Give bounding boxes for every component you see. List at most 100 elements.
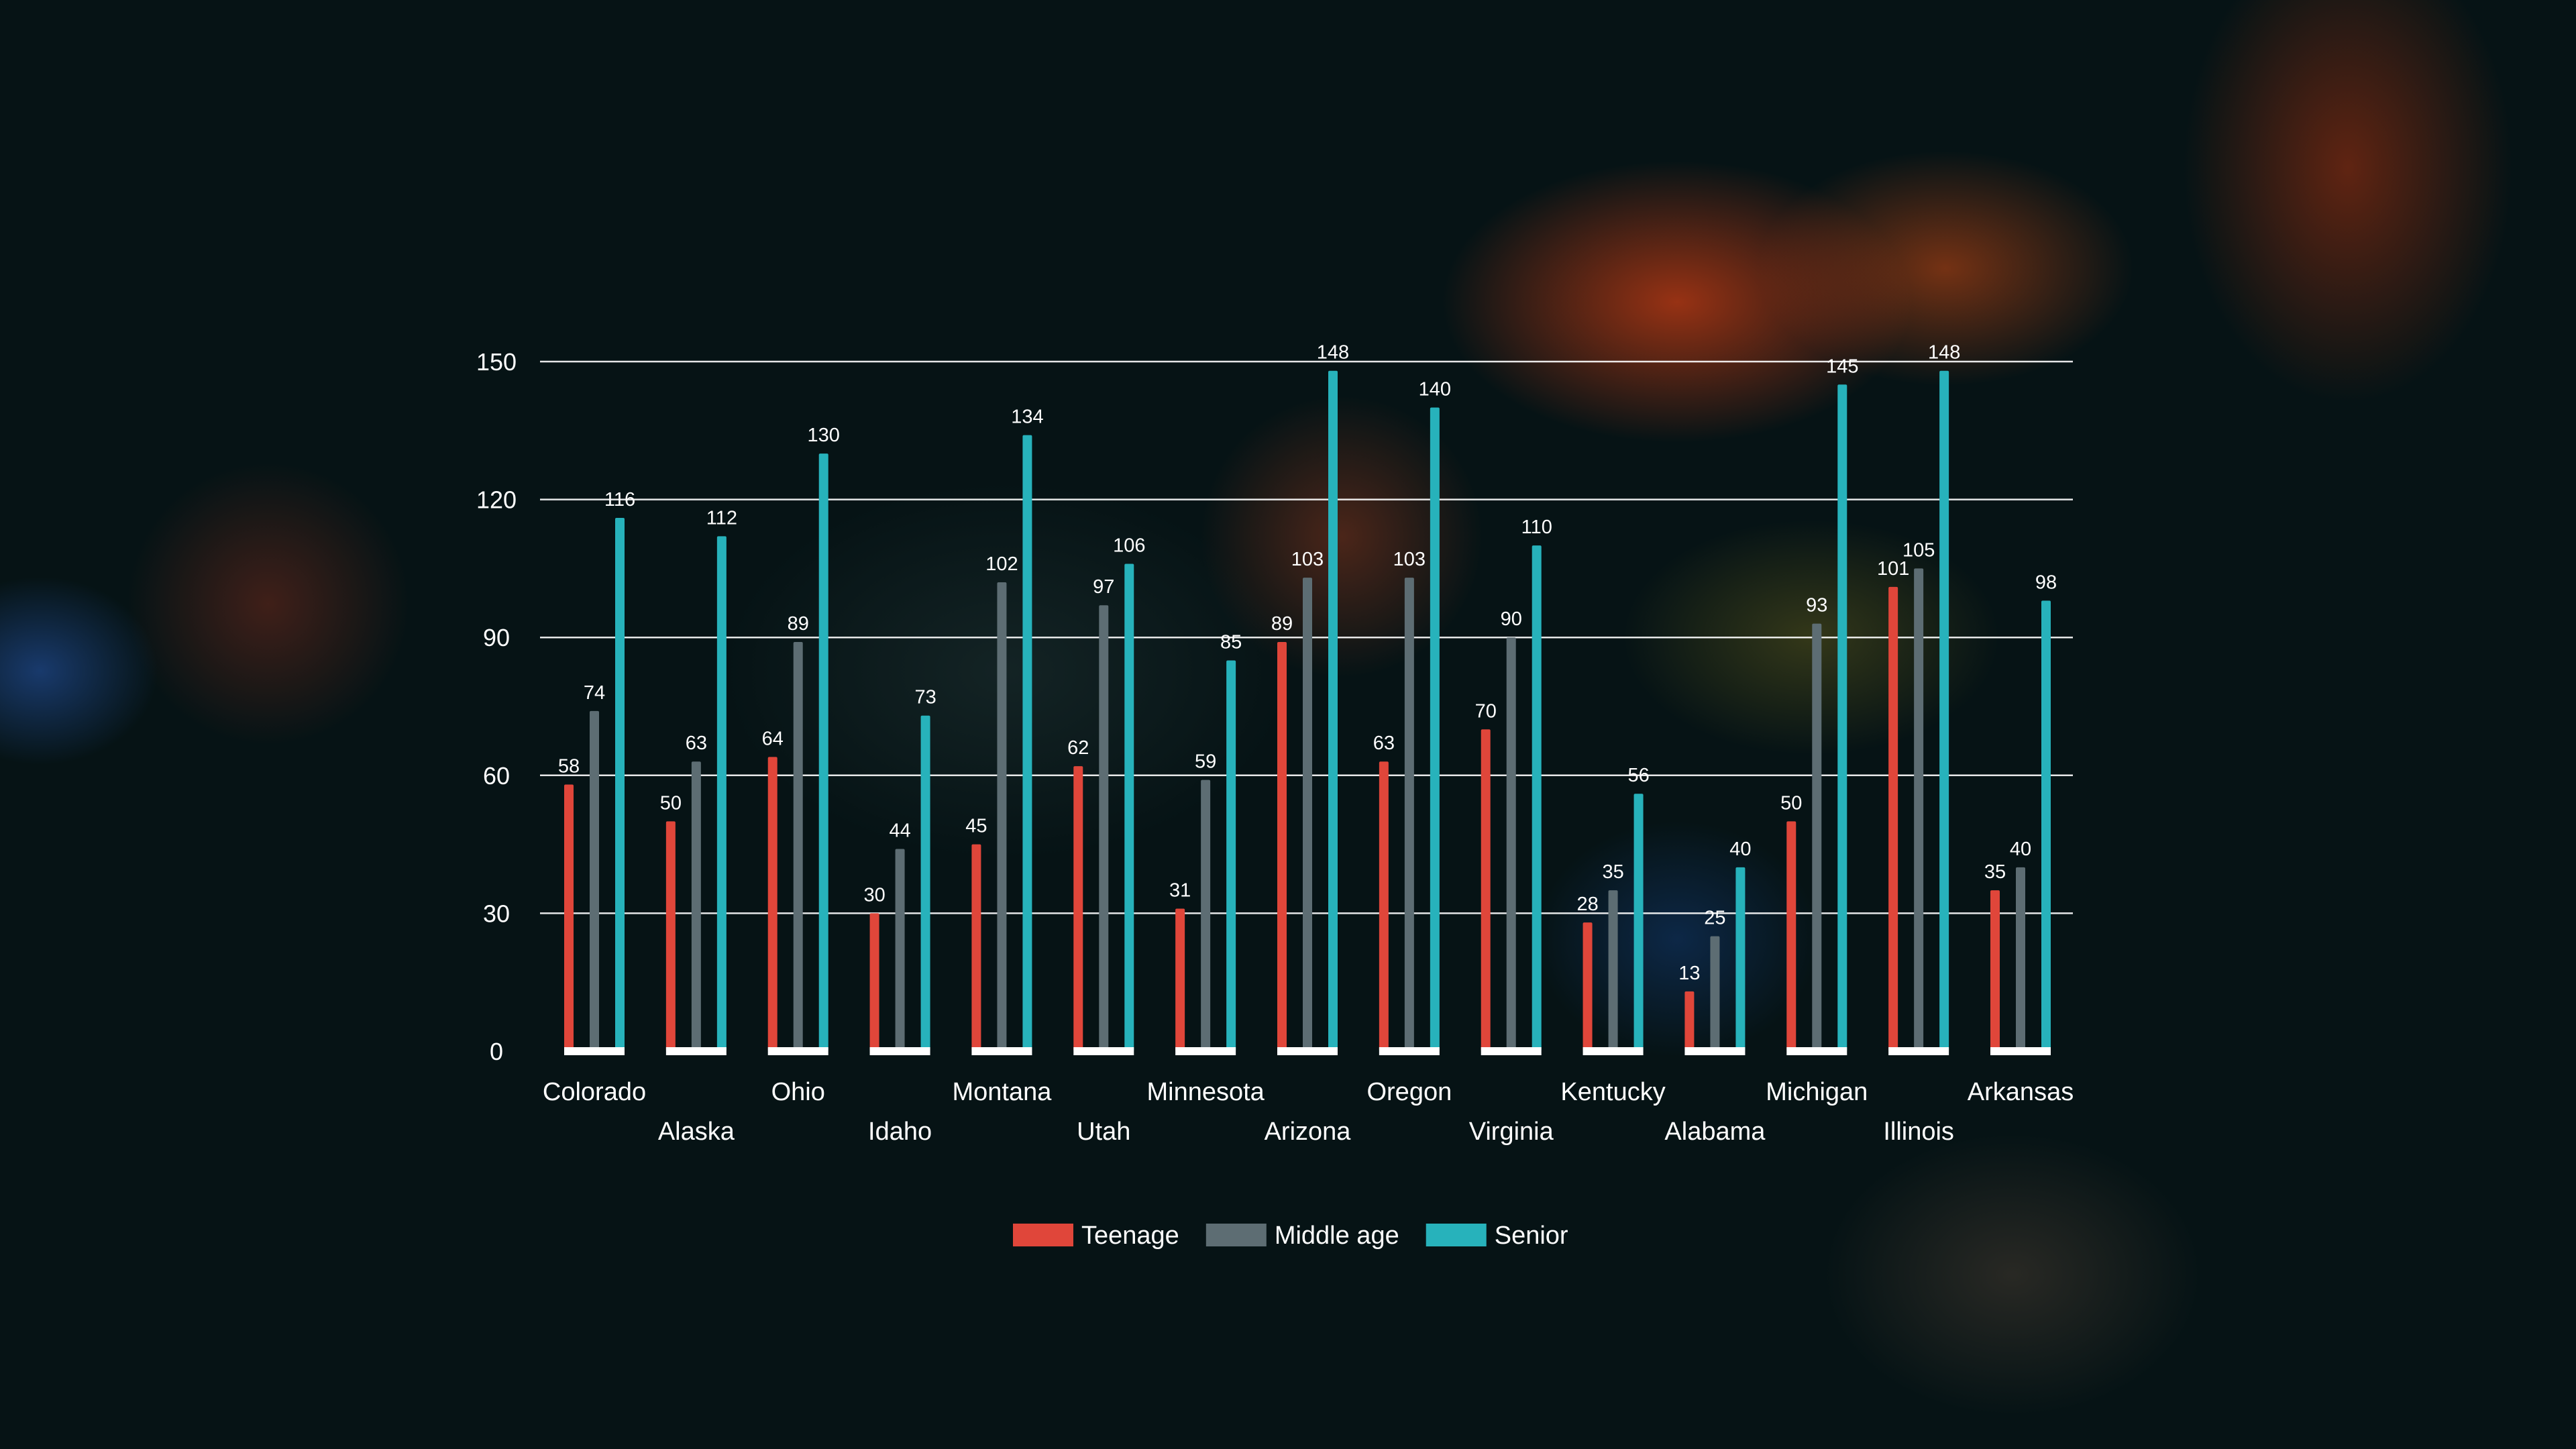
- x-category-label: Ohio: [771, 1078, 825, 1106]
- bar-teenage: [1684, 991, 1695, 1051]
- group-baseline: [767, 1047, 828, 1055]
- data-label: 110: [1521, 517, 1552, 538]
- data-label: 35: [1602, 861, 1623, 883]
- group-baseline: [1175, 1047, 1236, 1055]
- data-label: 40: [1729, 839, 1751, 860]
- legend-label: Senior: [1495, 1222, 1568, 1250]
- bar-senior: [2041, 600, 2051, 1051]
- bar-senior: [1939, 370, 1949, 1051]
- data-label: 116: [604, 489, 635, 511]
- data-label: 50: [660, 792, 682, 814]
- bar-middle-age: [1099, 605, 1109, 1051]
- bar-teenage: [1582, 922, 1593, 1051]
- data-label: 44: [889, 820, 910, 841]
- data-label: 40: [2010, 839, 2031, 860]
- data-label: 89: [788, 613, 809, 635]
- data-label: 112: [706, 507, 737, 529]
- group-baseline: [564, 1047, 625, 1055]
- bar-senior: [1022, 435, 1032, 1051]
- bar-middle-age: [1404, 578, 1414, 1051]
- data-label: 50: [1780, 792, 1802, 814]
- bar-teenage: [1379, 761, 1389, 1051]
- bar-teenage: [1888, 586, 1898, 1051]
- legend-label: Teenage: [1081, 1222, 1179, 1250]
- group-baseline: [1786, 1047, 1847, 1055]
- data-label: 102: [985, 553, 1018, 575]
- data-label: 148: [1317, 342, 1349, 364]
- data-label: 74: [584, 682, 605, 704]
- data-label: 25: [1704, 908, 1725, 929]
- bar-senior: [1226, 660, 1236, 1051]
- x-category-label: Illinois: [1883, 1118, 1954, 1146]
- x-category-label: Virginia: [1469, 1118, 1554, 1146]
- bar-middle-age: [691, 761, 701, 1051]
- y-tick-label: 0: [490, 1038, 503, 1065]
- data-label: 85: [1220, 631, 1242, 653]
- bar-senior: [1328, 370, 1338, 1051]
- bar-teenage: [767, 757, 777, 1051]
- x-category-label: Montana: [952, 1078, 1052, 1106]
- bar-senior: [920, 715, 930, 1051]
- data-label: 98: [2035, 572, 2057, 593]
- data-label: 134: [1011, 407, 1043, 428]
- data-label: 145: [1826, 356, 1858, 377]
- data-label: 93: [1806, 595, 1827, 616]
- data-label: 30: [863, 884, 885, 906]
- bar-middle-age: [1303, 578, 1312, 1051]
- x-category-label: Kentucky: [1560, 1078, 1665, 1106]
- bar-middle-age: [1710, 936, 1720, 1051]
- legend-swatch: [1013, 1224, 1073, 1246]
- x-category-label: Minnesota: [1146, 1078, 1265, 1106]
- group-baseline: [1481, 1047, 1542, 1055]
- bar-senior: [1633, 794, 1644, 1051]
- group-baseline: [1990, 1047, 2051, 1055]
- bar-senior: [818, 453, 828, 1051]
- data-label: 106: [1113, 535, 1145, 557]
- data-label: 148: [1928, 342, 1960, 364]
- data-label: 62: [1067, 737, 1089, 759]
- y-tick-label: 30: [483, 900, 510, 927]
- bar-senior: [1430, 407, 1440, 1051]
- data-label: 64: [762, 728, 784, 749]
- bar-senior: [1124, 564, 1134, 1051]
- data-label: 140: [1419, 379, 1451, 400]
- y-tick-label: 60: [483, 762, 510, 790]
- bar-middle-age: [895, 849, 905, 1051]
- bar-middle-age: [590, 710, 599, 1051]
- x-category-label: Idaho: [868, 1118, 932, 1146]
- group-baseline: [1073, 1047, 1134, 1055]
- data-label: 31: [1169, 880, 1191, 902]
- bar-middle-age: [1914, 568, 1924, 1051]
- data-label: 97: [1093, 576, 1114, 598]
- bar-senior: [1532, 545, 1542, 1051]
- data-label: 70: [1475, 700, 1497, 722]
- data-label: 105: [1902, 539, 1935, 561]
- bar-teenage: [564, 784, 574, 1051]
- bar-senior: [1837, 384, 1847, 1051]
- group-baseline: [1684, 1047, 1746, 1055]
- group-baseline: [1888, 1047, 1949, 1055]
- y-tick-label: 90: [483, 624, 510, 651]
- data-label: 73: [914, 687, 936, 708]
- bar-senior: [1735, 867, 1746, 1051]
- bar-middle-age: [793, 642, 803, 1051]
- group-baseline: [1379, 1047, 1440, 1055]
- bar-middle-age: [1201, 780, 1211, 1051]
- data-label: 56: [1627, 765, 1649, 786]
- data-label: 101: [1877, 558, 1909, 580]
- x-category-label: Oregon: [1366, 1078, 1452, 1106]
- bar-middle-age: [1812, 623, 1822, 1051]
- bar-teenage: [1277, 642, 1287, 1051]
- bar-teenage: [869, 913, 879, 1051]
- data-label: 130: [808, 425, 840, 446]
- x-category-label: Alaska: [658, 1118, 735, 1146]
- group-baseline: [869, 1047, 930, 1055]
- group-baseline: [1277, 1047, 1338, 1055]
- bar-teenage: [1990, 890, 2000, 1051]
- data-label: 59: [1195, 751, 1216, 773]
- group-baseline: [971, 1047, 1032, 1055]
- data-label: 89: [1271, 613, 1293, 635]
- data-label: 28: [1576, 894, 1598, 915]
- bar-middle-age: [1608, 890, 1618, 1051]
